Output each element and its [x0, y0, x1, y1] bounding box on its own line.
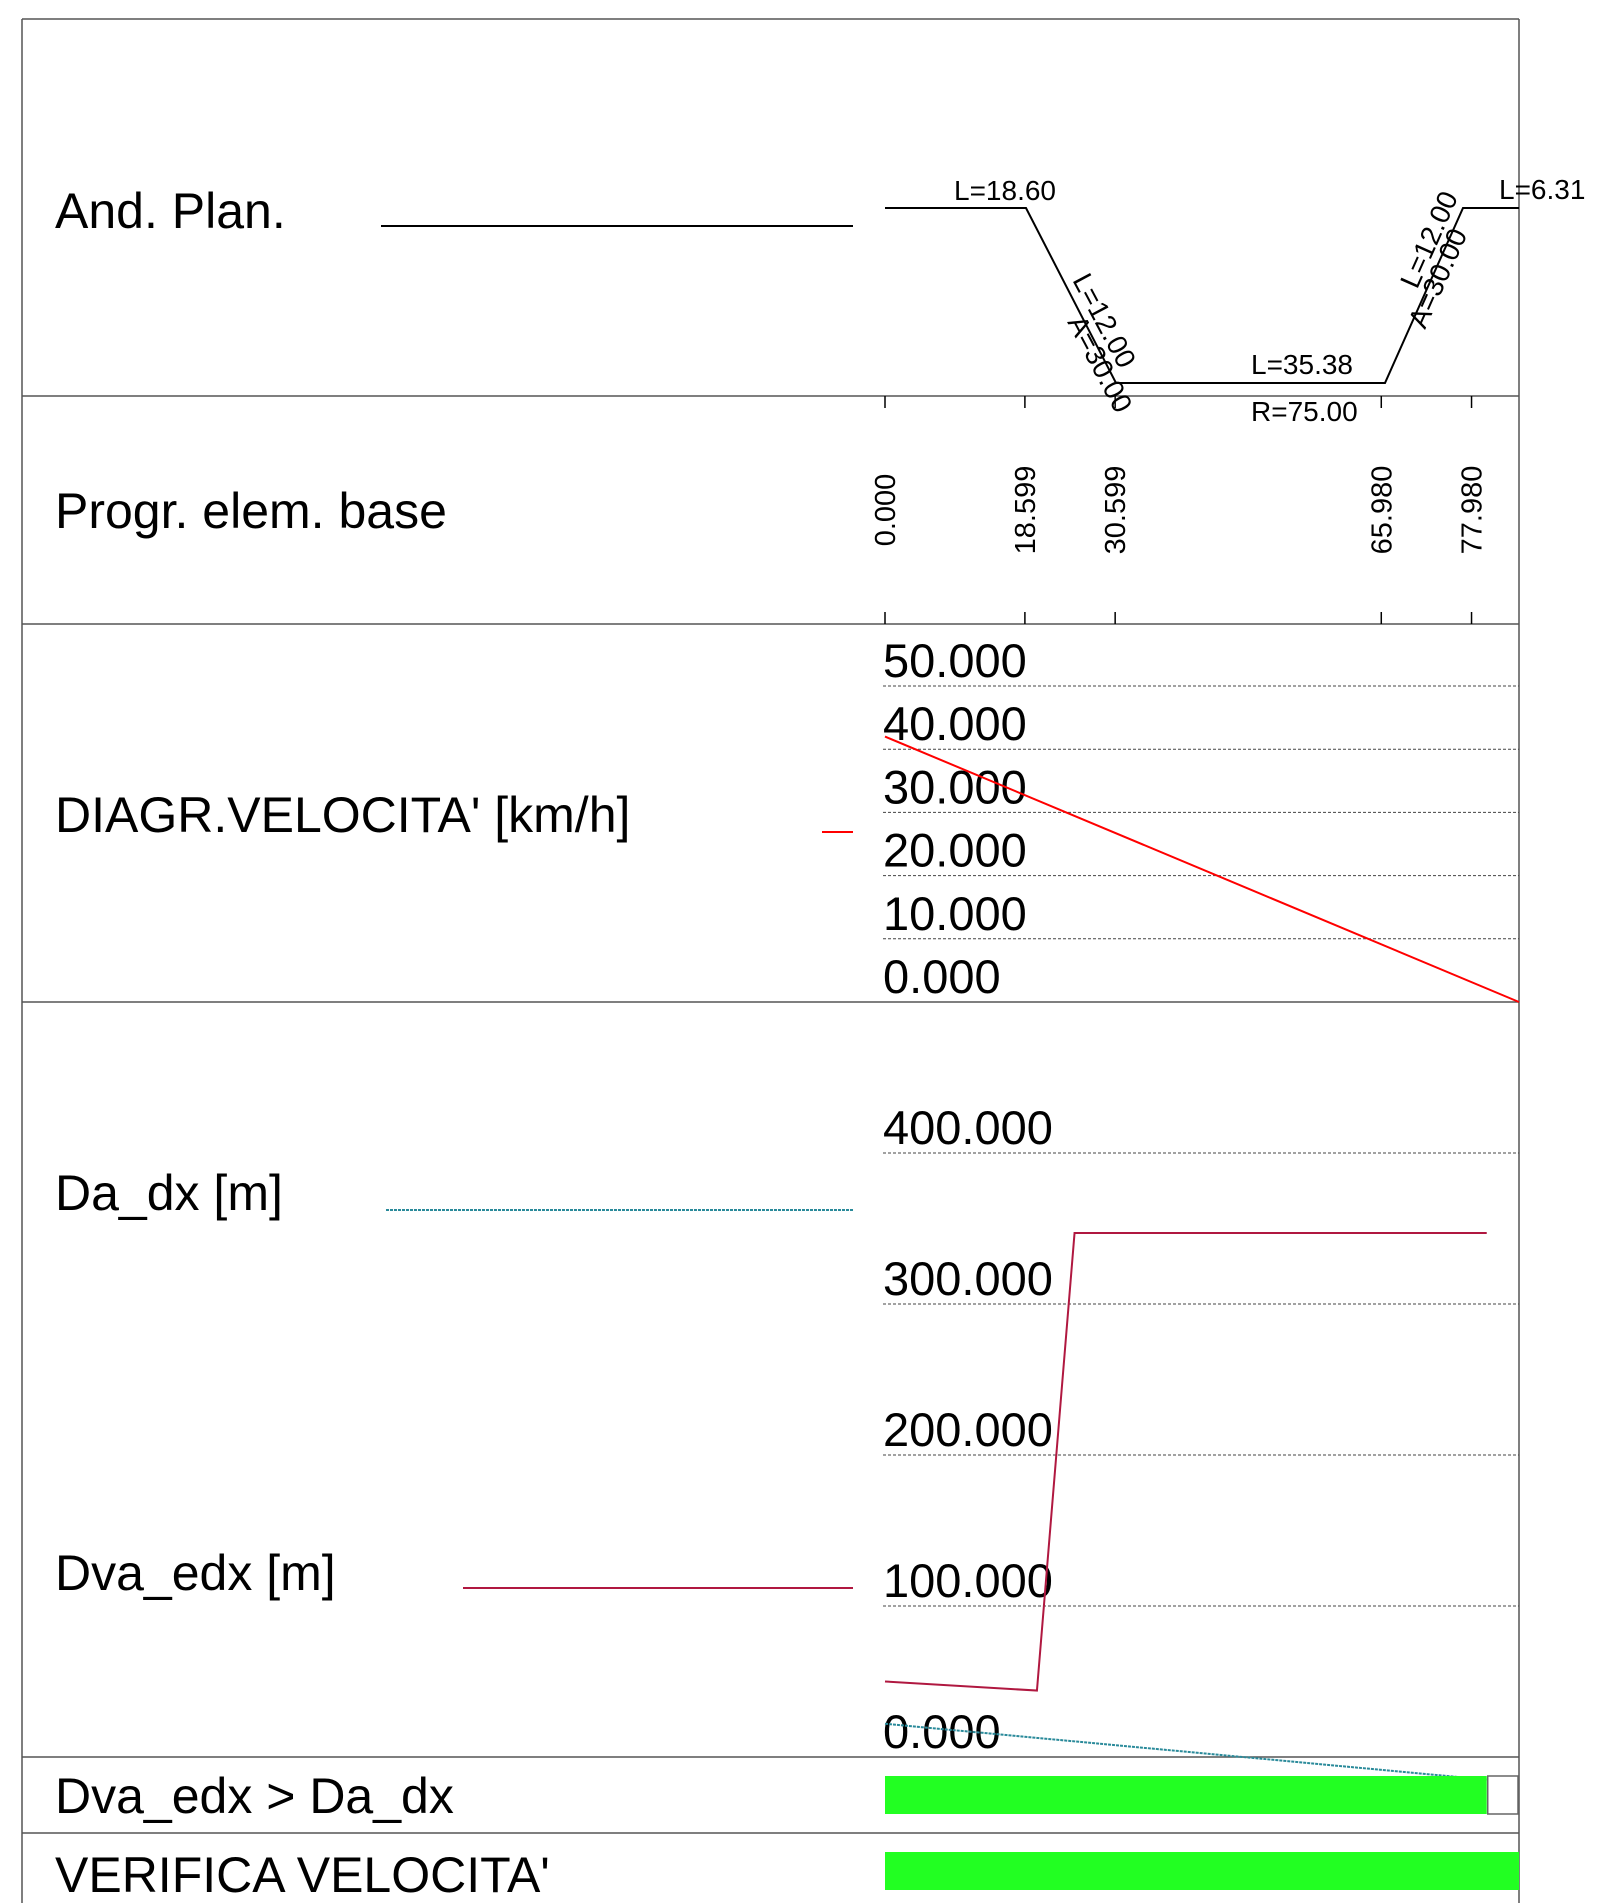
distance-y-tick-label: 0.000 — [883, 1705, 1001, 1758]
da-row-label: Da_dx [m] — [55, 1165, 283, 1221]
progr-ticks: 0.000 18.599 30.599 65.980 77.980 — [870, 396, 1489, 624]
plan-label-r3: R=75.00 — [1251, 396, 1358, 427]
check-ok-segment — [885, 1776, 1487, 1814]
check1-row-label: Dva_edx > Da_dx — [55, 1768, 454, 1824]
speed-y-tick-label: 10.000 — [883, 887, 1027, 940]
distance-chart: 400.000 300.000 200.000 100.000 0.000 — [883, 1101, 1519, 1781]
distance-y-tick-label: 200.000 — [883, 1403, 1053, 1456]
progr-tick-label: 65.980 — [1366, 466, 1398, 555]
progr-row-label: Progr. elem. base — [55, 483, 447, 539]
plan-label-l3: L=35.38 — [1251, 349, 1353, 380]
speed-y-tick-label: 40.000 — [883, 697, 1027, 750]
speed-y-tick-label: 50.000 — [883, 634, 1027, 687]
plan-label-l5: L=6.31 — [1499, 174, 1585, 205]
da-dx-series-line — [884, 1722, 1487, 1781]
plan-alignment-line — [885, 207, 1519, 384]
distance-y-tick-label: 400.000 — [883, 1101, 1053, 1154]
progr-tick-label: 18.599 — [1010, 466, 1042, 555]
check2-row-label: VERIFICA VELOCITA' — [55, 1847, 550, 1903]
distance-y-tick-label: 100.000 — [883, 1554, 1053, 1607]
speed-series-line — [884, 735, 1520, 1003]
plan-label-l1: L=18.60 — [954, 175, 1056, 206]
speed-row-label: DIAGR.VELOCITA' [km/h] — [55, 787, 630, 843]
progr-tick-label: 30.599 — [1100, 466, 1132, 555]
check-fail-segment — [1486, 1775, 1519, 1815]
dva-edx-series-line — [884, 1232, 1487, 1692]
check-ok-segment — [885, 1852, 1519, 1890]
progr-tick-label: 77.980 — [1457, 466, 1489, 555]
frame — [21, 18, 1520, 1903]
plan-row-label: And. Plan. — [55, 183, 286, 239]
progr-tick-label: 0.000 — [870, 474, 902, 547]
dva-row-label: Dva_edx [m] — [55, 1545, 336, 1601]
distance-y-tick-label: 300.000 — [883, 1252, 1053, 1305]
speed-y-tick-label: 0.000 — [883, 950, 1001, 1003]
check-bars — [885, 1775, 1519, 1890]
speed-y-tick-label: 20.000 — [883, 824, 1027, 877]
